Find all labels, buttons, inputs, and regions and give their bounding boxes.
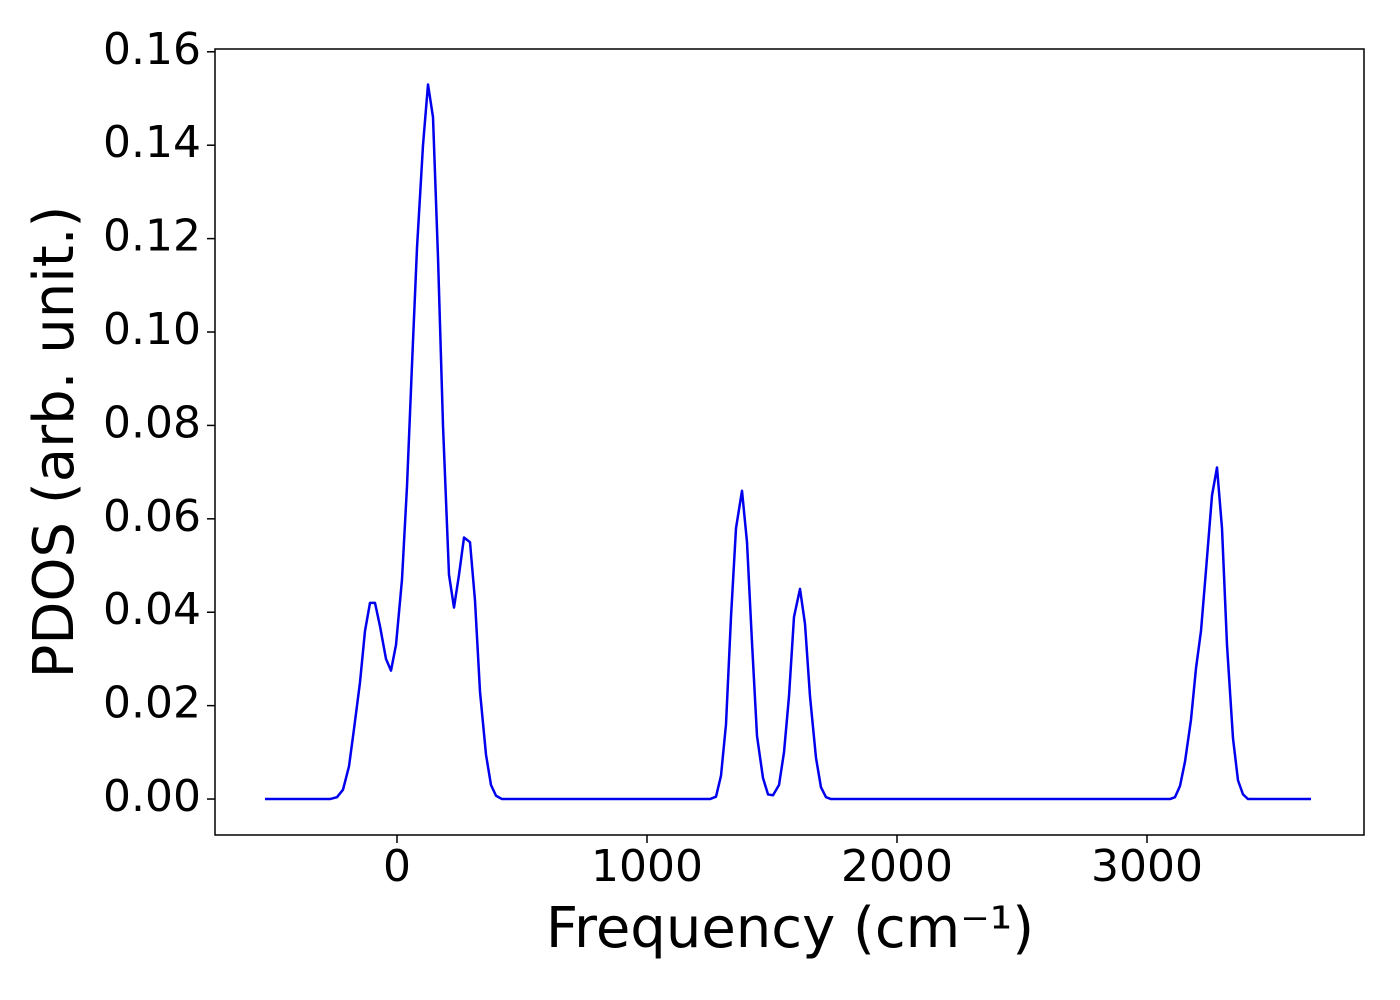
- y-tick-label: 0.00: [103, 771, 201, 822]
- x-axis-label: Frequency (cm⁻¹): [546, 896, 1034, 961]
- plot-frame: [214, 48, 1365, 836]
- x-tick-label: 2000: [841, 841, 953, 892]
- y-axis-label: PDOS (arb. unit.): [22, 206, 87, 679]
- data-line: [265, 83, 1311, 801]
- y-tick-label: 0.14: [103, 117, 201, 168]
- x-tick-label: 1000: [591, 841, 703, 892]
- y-tick-label: 0.02: [103, 678, 201, 729]
- y-tick-label: 0.04: [103, 584, 201, 635]
- y-tick-label: 0.10: [103, 304, 201, 355]
- x-tick-label: 0: [383, 841, 411, 892]
- x-tick-label: 3000: [1091, 841, 1203, 892]
- y-tick-label: 0.16: [103, 24, 201, 75]
- y-tick-label: 0.12: [103, 211, 201, 262]
- y-tick-label: 0.08: [103, 397, 201, 448]
- y-tick-label: 0.06: [103, 491, 201, 542]
